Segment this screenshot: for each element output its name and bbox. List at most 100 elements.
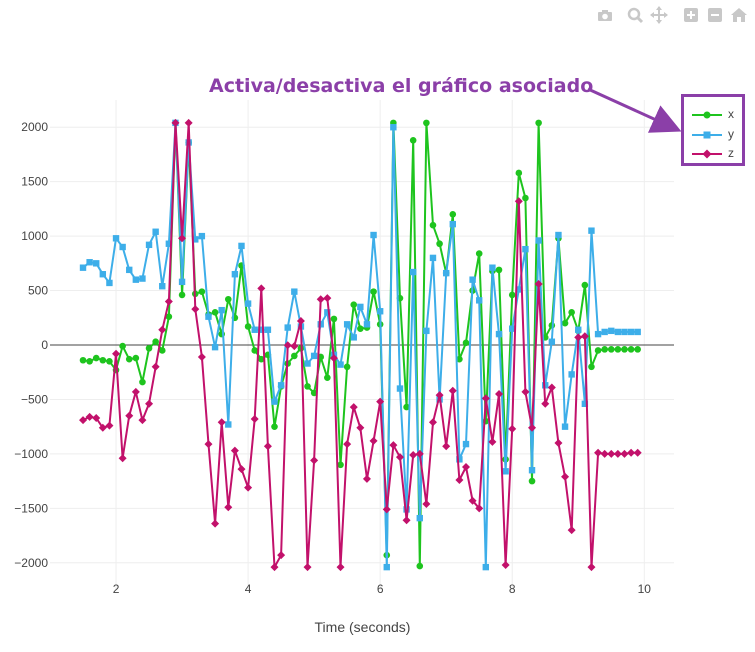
data-point-y bbox=[343, 321, 351, 328]
data-point-y bbox=[535, 237, 542, 244]
data-point-y bbox=[271, 398, 278, 405]
data-point-z bbox=[422, 499, 431, 508]
y-tick-label: 1000 bbox=[21, 229, 48, 243]
data-point-y bbox=[608, 327, 615, 335]
data-point-y bbox=[621, 328, 628, 336]
data-point-x bbox=[528, 477, 536, 485]
data-point-z bbox=[521, 387, 530, 396]
data-point-z bbox=[508, 424, 517, 433]
data-point-x bbox=[409, 136, 417, 144]
data-point-z bbox=[369, 436, 378, 445]
data-point-x bbox=[535, 119, 542, 127]
data-point-y bbox=[575, 326, 582, 333]
data-point-y bbox=[251, 326, 258, 333]
x-axis-title: Time (seconds) bbox=[314, 619, 411, 635]
data-point-y bbox=[634, 328, 641, 336]
data-point-z bbox=[600, 449, 609, 458]
data-point-z bbox=[462, 462, 470, 471]
data-point-z bbox=[257, 284, 266, 293]
data-point-y bbox=[218, 306, 225, 314]
camera-icon[interactable] bbox=[594, 4, 616, 26]
data-point-y bbox=[469, 276, 476, 283]
data-point-y bbox=[429, 254, 437, 262]
data-point-z bbox=[356, 423, 365, 432]
data-point-x bbox=[621, 346, 628, 353]
data-point-z bbox=[118, 454, 127, 463]
data-point-y bbox=[165, 240, 173, 247]
data-point-z bbox=[554, 439, 563, 447]
data-point-z bbox=[145, 399, 154, 408]
data-point-x bbox=[495, 266, 503, 274]
zoom-icon[interactable] bbox=[624, 4, 646, 26]
legend-item-y[interactable]: y bbox=[684, 125, 748, 145]
data-point-y bbox=[376, 308, 384, 315]
data-point-y bbox=[205, 313, 212, 320]
data-point-x bbox=[158, 347, 166, 354]
legend-item-z[interactable]: z bbox=[684, 144, 748, 164]
data-point-z bbox=[547, 383, 556, 392]
data-point-z bbox=[435, 391, 444, 400]
data-point-x bbox=[211, 309, 219, 316]
series-x bbox=[79, 119, 641, 570]
data-point-z bbox=[442, 442, 451, 451]
data-point-y bbox=[403, 506, 410, 513]
legend-symbol-x bbox=[692, 111, 722, 119]
data-point-x bbox=[475, 250, 483, 257]
data-point-x bbox=[152, 338, 159, 346]
legend-item-x[interactable]: x bbox=[684, 105, 748, 125]
data-point-x bbox=[324, 374, 331, 381]
data-point-z bbox=[105, 421, 114, 430]
data-point-y bbox=[502, 468, 509, 475]
data-point-y bbox=[456, 456, 463, 463]
data-point-z bbox=[85, 412, 94, 421]
data-point-x bbox=[79, 356, 87, 364]
data-point-z bbox=[270, 563, 279, 572]
data-point-z bbox=[627, 448, 636, 457]
data-point-x bbox=[244, 323, 252, 330]
data-point-x bbox=[561, 319, 569, 327]
x-tick-label: 8 bbox=[509, 582, 516, 596]
data-point-x bbox=[423, 119, 430, 127]
data-point-z bbox=[138, 416, 147, 425]
data-point-y bbox=[416, 514, 423, 522]
home-icon[interactable] bbox=[728, 4, 750, 26]
data-point-z bbox=[415, 449, 424, 458]
data-point-y bbox=[588, 227, 595, 234]
data-point-z bbox=[349, 403, 358, 412]
y-tick-label: −2000 bbox=[14, 556, 48, 570]
data-point-y bbox=[594, 330, 602, 338]
data-point-x bbox=[429, 221, 437, 229]
data-point-y bbox=[211, 343, 219, 351]
legend-symbol-y bbox=[692, 131, 722, 139]
data-point-z bbox=[323, 294, 332, 303]
data-point-y bbox=[86, 259, 93, 266]
data-point-z bbox=[567, 526, 576, 535]
data-point-y bbox=[542, 382, 549, 389]
data-point-y bbox=[152, 228, 159, 235]
data-point-y bbox=[231, 271, 239, 278]
data-point-y bbox=[528, 467, 536, 474]
data-point-z bbox=[343, 440, 352, 449]
data-point-y bbox=[112, 235, 120, 242]
data-point-z bbox=[151, 362, 160, 371]
data-point-z bbox=[204, 440, 213, 449]
data-point-x bbox=[99, 356, 107, 364]
data-point-x bbox=[350, 301, 358, 309]
series-layer bbox=[79, 118, 642, 572]
legend: x y z bbox=[681, 94, 745, 166]
data-point-x bbox=[370, 288, 377, 295]
data-point-z bbox=[428, 418, 437, 427]
pan-icon[interactable] bbox=[648, 4, 670, 26]
zoom-out-icon[interactable] bbox=[704, 4, 726, 26]
data-point-z bbox=[620, 449, 629, 458]
data-point-z bbox=[395, 453, 404, 462]
data-point-z bbox=[594, 448, 603, 457]
data-point-y bbox=[476, 297, 483, 304]
data-point-y bbox=[79, 264, 87, 271]
data-point-z bbox=[125, 411, 134, 420]
data-point-y bbox=[93, 260, 100, 267]
data-point-x bbox=[594, 347, 602, 354]
data-point-y bbox=[396, 385, 404, 392]
zoom-in-icon[interactable] bbox=[680, 4, 702, 26]
y-tick-label: 0 bbox=[41, 338, 48, 352]
